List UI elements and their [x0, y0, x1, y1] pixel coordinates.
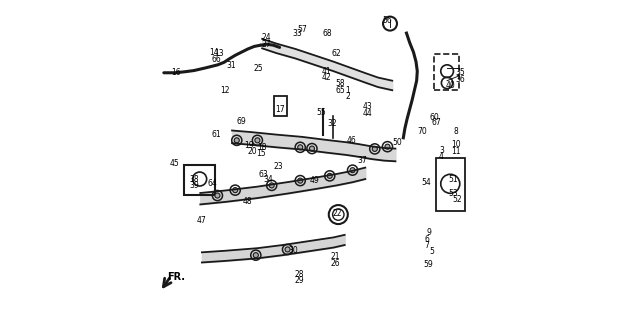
Text: 14: 14 — [209, 48, 219, 57]
Text: 62: 62 — [331, 49, 341, 58]
Text: 42: 42 — [322, 73, 331, 82]
Bar — [436, 158, 465, 211]
Text: 37: 37 — [357, 156, 367, 164]
Text: 51: 51 — [448, 174, 459, 184]
Text: 30: 30 — [288, 246, 298, 255]
Text: FR.: FR. — [167, 272, 185, 282]
Text: 3: 3 — [439, 146, 444, 155]
Text: 6: 6 — [425, 235, 430, 244]
Text: 25: 25 — [253, 63, 263, 73]
Circle shape — [233, 188, 238, 193]
Text: 13: 13 — [214, 49, 224, 58]
Text: 33: 33 — [292, 28, 302, 38]
Text: 7: 7 — [425, 241, 430, 250]
Circle shape — [298, 178, 303, 183]
Text: 8: 8 — [454, 127, 458, 136]
Text: 64: 64 — [208, 179, 217, 188]
Text: 15: 15 — [257, 149, 266, 158]
Text: 18: 18 — [257, 143, 267, 152]
Text: 16: 16 — [171, 68, 181, 77]
Text: 5: 5 — [430, 247, 434, 257]
Text: 1: 1 — [345, 86, 350, 95]
Bar — [435, 54, 459, 90]
Text: 9: 9 — [427, 228, 431, 237]
Text: 21: 21 — [330, 252, 340, 261]
Text: 45: 45 — [170, 159, 180, 168]
Text: 2: 2 — [345, 92, 350, 101]
Text: 4: 4 — [439, 152, 444, 161]
Circle shape — [255, 138, 260, 143]
Text: 61: 61 — [212, 130, 221, 139]
Text: 54: 54 — [421, 178, 431, 187]
Text: 63: 63 — [259, 170, 269, 179]
Circle shape — [215, 193, 220, 198]
Text: 41: 41 — [322, 67, 331, 76]
Text: 27: 27 — [262, 40, 271, 49]
Text: 70: 70 — [418, 127, 427, 136]
Text: 17: 17 — [275, 105, 284, 114]
Text: 29: 29 — [294, 276, 304, 285]
Text: 68: 68 — [323, 28, 332, 38]
Text: 22: 22 — [333, 209, 342, 219]
Circle shape — [234, 138, 239, 143]
Text: 66: 66 — [211, 55, 221, 64]
Circle shape — [269, 183, 274, 188]
Text: 38: 38 — [189, 174, 199, 184]
Text: 56: 56 — [382, 16, 392, 25]
Text: 40: 40 — [446, 81, 456, 90]
Text: 60: 60 — [429, 113, 439, 122]
Text: 65: 65 — [336, 86, 345, 95]
Text: 49: 49 — [309, 176, 320, 185]
Text: 34: 34 — [264, 174, 274, 184]
Text: 23: 23 — [273, 162, 283, 171]
Text: 19: 19 — [243, 141, 253, 150]
Circle shape — [385, 144, 390, 149]
Text: 55: 55 — [316, 108, 326, 117]
Text: 52: 52 — [452, 195, 462, 204]
Text: 69: 69 — [236, 117, 246, 126]
Text: 26: 26 — [330, 259, 340, 268]
Text: 31: 31 — [226, 61, 237, 70]
Text: 58: 58 — [336, 79, 345, 88]
Text: 39: 39 — [189, 181, 199, 190]
Circle shape — [298, 145, 303, 150]
Circle shape — [285, 247, 290, 252]
Text: 57: 57 — [297, 25, 307, 34]
Text: 28: 28 — [294, 270, 304, 279]
Text: 11: 11 — [451, 147, 460, 156]
Circle shape — [253, 252, 259, 258]
Circle shape — [309, 146, 314, 151]
Text: 59: 59 — [423, 260, 433, 269]
Text: 48: 48 — [243, 197, 253, 206]
Text: 44: 44 — [363, 108, 372, 117]
Circle shape — [372, 146, 377, 151]
Text: 46: 46 — [347, 136, 357, 146]
Text: 12: 12 — [220, 86, 230, 95]
Text: 50: 50 — [392, 138, 402, 147]
Bar — [184, 165, 214, 195]
Text: 47: 47 — [197, 216, 207, 225]
Bar — [274, 96, 287, 116]
Text: 32: 32 — [327, 119, 337, 128]
Text: 36: 36 — [455, 75, 465, 84]
Text: 10: 10 — [451, 140, 460, 149]
Text: 24: 24 — [262, 33, 271, 42]
Text: 20: 20 — [247, 147, 257, 156]
Text: 43: 43 — [363, 102, 372, 111]
Circle shape — [350, 168, 355, 173]
Text: 35: 35 — [455, 68, 465, 77]
Circle shape — [327, 173, 332, 178]
Text: 53: 53 — [448, 189, 459, 198]
Text: 67: 67 — [431, 118, 441, 127]
